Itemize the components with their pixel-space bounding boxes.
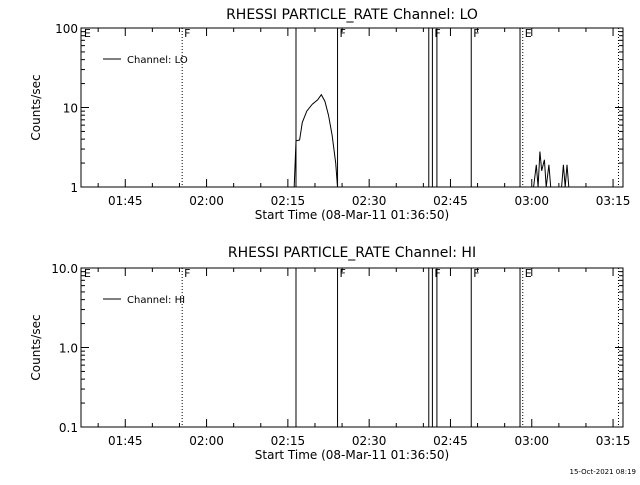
x-tick-label: 01:45 [108,194,143,208]
y-tick-label: 100 [55,22,78,36]
plot-frame [80,267,624,428]
x-tick-label: 03:00 [514,194,549,208]
legend-label: Channel: HI [127,295,185,306]
flag-label: F [184,267,190,280]
x-tick-label: 02:45 [433,434,468,448]
chart-title: RHESSI PARTICLE_RATE Channel: HI [228,245,476,261]
x-tick-label: 02:30 [352,194,387,208]
x-tick-label: 02:00 [189,194,224,208]
flag-label: F [340,27,346,40]
x-tick-label: 03:15 [596,434,631,448]
chart-title: RHESSI PARTICLE_RATE Channel: LO [226,7,478,23]
chart-panel-1: RHESSI PARTICLE_RATE Channel: HI 01:45 02:… [29,245,630,462]
x-tick-label: 02:00 [189,434,224,448]
x-tick-label: 02:45 [433,194,468,208]
flag-label: F [340,267,346,280]
chart-panel-0: RHESSI PARTICLE_RATE Channel: LO 01:45 02:… [29,7,630,222]
footer-timestamp: 15-Oct-2021 08:19 [570,468,636,476]
x-axis-label: Start Time (08-Mar-11 01:36:50) [255,208,449,222]
x-tick-label: 03:15 [596,194,631,208]
x-tick-label: 02:15 [271,194,306,208]
flag-label: F [434,27,440,40]
flag-label: F [434,267,440,280]
flag-label: E [525,27,532,40]
y-axis-label: Counts/sec [29,74,43,140]
flag-label: F [184,27,190,40]
x-tick-label: 02:30 [352,434,387,448]
data-series-segment-2 [561,164,570,188]
y-tick-label: 10 [63,102,78,116]
y-axis-label: Counts/sec [29,314,43,380]
x-tick-label: 01:45 [108,434,143,448]
flag-label: E [525,267,532,280]
flag-label: E [84,267,91,280]
flag-label: F [473,27,479,40]
flag-label: F [473,267,479,280]
x-axis-label: Start Time (08-Mar-11 01:36:50) [255,448,449,462]
flag-label: E [84,27,91,40]
y-tick-label: 1 [70,181,78,195]
data-series-segment-0 [293,93,338,188]
y-tick-label: 10.0 [51,262,78,276]
data-series-segment-1 [533,151,552,188]
plot-frame [80,27,624,188]
x-tick-label: 03:00 [514,434,549,448]
y-tick-label: 0.1 [59,421,78,435]
legend-label: Channel: LO [127,55,188,66]
x-tick-label: 02:15 [271,434,306,448]
y-tick-label: 1.0 [59,342,78,356]
